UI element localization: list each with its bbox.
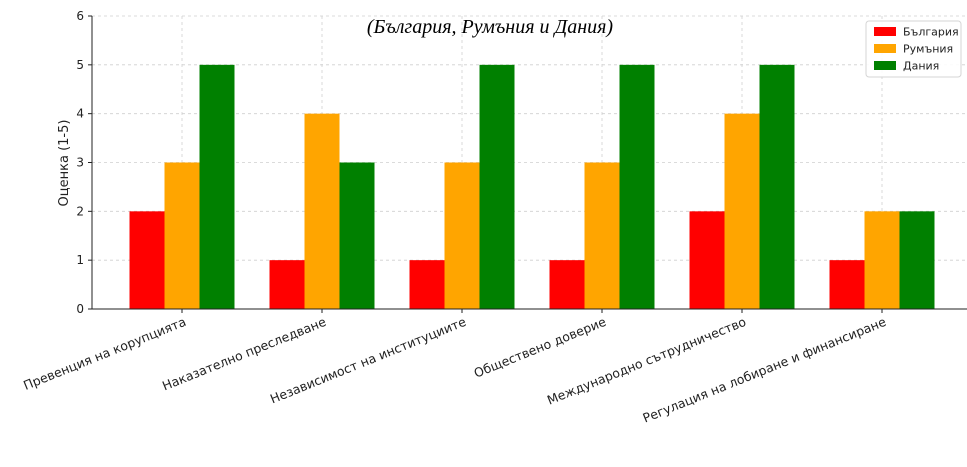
axes (88, 15, 967, 313)
y-tick-labels: 0 1 2 3 4 5 6 (76, 9, 84, 316)
bar (444, 162, 480, 309)
legend-label: България (903, 26, 959, 39)
legend: България Румъния Дания (865, 20, 962, 78)
bar (269, 260, 305, 309)
bar (164, 162, 200, 309)
bar (199, 64, 235, 309)
bar (829, 260, 865, 309)
bar (584, 162, 620, 309)
y-tick-label: 1 (76, 253, 84, 267)
bar (549, 260, 585, 309)
x-tick-label: Обществено доверие (472, 314, 609, 381)
bar (304, 113, 340, 310)
y-tick-label: 6 (76, 9, 84, 23)
bar (129, 211, 165, 309)
legend-label: Румъния (903, 43, 953, 56)
y-tick-label: 4 (76, 107, 84, 121)
bar (724, 113, 760, 310)
bar (864, 211, 900, 309)
bars (129, 64, 935, 310)
legend-swatch (874, 61, 896, 70)
bar (899, 211, 935, 309)
bar (339, 162, 375, 309)
bar (689, 211, 725, 309)
y-tick-label: 0 (76, 302, 84, 316)
y-tick-label: 5 (76, 58, 84, 72)
y-axis-label: Оценка (1-5) (57, 120, 72, 207)
bar (619, 64, 655, 309)
legend-label: Дания (903, 60, 939, 73)
bar (409, 260, 445, 309)
x-tick-label: Регулация на лобиране и финансиране (640, 314, 888, 426)
legend-swatch (874, 44, 896, 53)
bar (759, 64, 795, 309)
y-tick-label: 2 (76, 204, 84, 218)
chart-subtitle: (България, Румъния и Дания) (367, 16, 614, 38)
bar (479, 64, 515, 309)
y-tick-label: 3 (76, 156, 84, 170)
legend-swatch (874, 27, 896, 36)
